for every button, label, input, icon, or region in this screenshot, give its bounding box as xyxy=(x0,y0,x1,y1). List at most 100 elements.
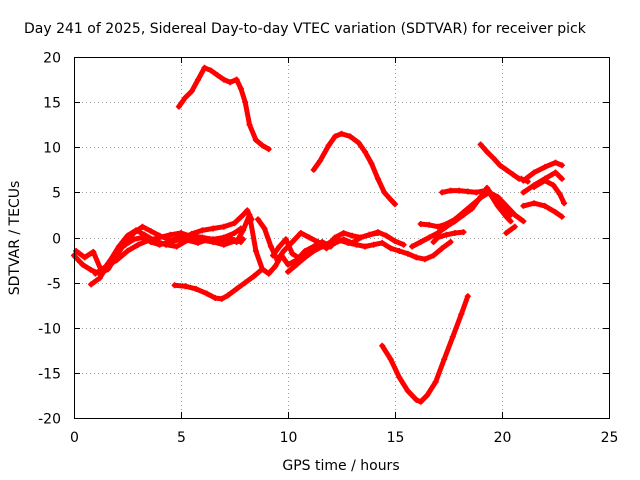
data-point xyxy=(456,187,463,194)
data-point xyxy=(469,202,475,208)
data-point xyxy=(432,378,439,385)
data-point xyxy=(400,241,407,248)
data-point xyxy=(265,146,272,153)
data-point xyxy=(426,221,433,228)
data-point xyxy=(507,211,514,218)
data-point xyxy=(381,189,388,196)
data-point xyxy=(430,239,437,245)
data-point xyxy=(272,263,279,270)
data-point xyxy=(325,142,332,149)
data-point xyxy=(460,229,467,236)
x-tick-label: 15 xyxy=(387,430,405,446)
data-point xyxy=(274,257,281,264)
data-point xyxy=(552,169,559,176)
data-point xyxy=(541,164,548,171)
data-point xyxy=(231,220,238,227)
data-point xyxy=(167,231,174,238)
data-point xyxy=(88,267,95,273)
y-tick-label: 0 xyxy=(52,232,61,248)
data-point xyxy=(306,234,313,241)
data-point xyxy=(240,211,247,218)
data-point xyxy=(561,200,568,207)
data-point xyxy=(496,202,503,209)
data-point xyxy=(195,76,202,83)
data-point xyxy=(124,248,131,254)
data-point xyxy=(259,266,266,273)
data-point xyxy=(218,295,225,302)
data-point xyxy=(396,374,403,381)
data-point xyxy=(490,193,497,200)
data-point xyxy=(188,233,195,240)
data-point xyxy=(141,231,148,238)
data-point xyxy=(201,64,208,71)
data-point xyxy=(220,76,227,83)
data-point xyxy=(259,142,266,149)
data-point xyxy=(355,139,362,146)
data-point xyxy=(404,250,411,257)
data-point xyxy=(267,243,274,250)
data-point xyxy=(464,188,471,195)
data-point xyxy=(460,209,467,216)
data-point xyxy=(231,230,238,236)
data-point xyxy=(184,237,191,244)
data-point xyxy=(282,236,289,243)
data-point xyxy=(366,231,373,238)
data-point xyxy=(156,234,163,241)
data-point xyxy=(182,283,189,290)
data-point xyxy=(188,88,195,95)
y-axis-label: SDTVAR / TECUs xyxy=(7,181,23,296)
series-track-1 xyxy=(176,65,272,152)
data-point xyxy=(113,257,120,264)
data-point xyxy=(374,175,381,182)
data-point xyxy=(88,281,95,288)
y-tick-label: 10 xyxy=(43,141,61,157)
data-point xyxy=(490,155,497,162)
data-point xyxy=(163,241,169,248)
data-point xyxy=(81,254,88,261)
data-point xyxy=(458,311,465,318)
data-point xyxy=(133,227,140,234)
data-point xyxy=(451,230,458,236)
data-point xyxy=(285,268,291,275)
data-point xyxy=(439,189,446,196)
data-point xyxy=(265,270,272,277)
data-point xyxy=(374,229,381,236)
data-point xyxy=(426,234,433,241)
data-point xyxy=(115,243,122,250)
data-point xyxy=(558,162,565,169)
data-point xyxy=(193,285,199,292)
data-point xyxy=(246,121,253,128)
y-tick-label: -10 xyxy=(38,322,61,338)
data-point xyxy=(210,239,217,245)
data-point xyxy=(227,79,234,86)
data-point xyxy=(558,213,565,220)
data-point xyxy=(246,211,253,218)
data-point xyxy=(484,148,490,155)
data-point xyxy=(531,184,538,190)
x-tick-label: 10 xyxy=(280,430,298,446)
data-point xyxy=(357,234,364,241)
data-point xyxy=(383,232,390,239)
data-point xyxy=(289,250,296,257)
data-point xyxy=(173,243,180,250)
data-point xyxy=(252,248,259,254)
data-point xyxy=(552,159,559,166)
chart-title: Day 241 of 2025, Sidereal Day-to-day VTE… xyxy=(24,21,587,37)
data-point xyxy=(96,275,103,282)
data-point xyxy=(175,103,182,110)
y-tick-label: 15 xyxy=(43,96,61,112)
x-tick-labels: 0 5 10 15 20 25 xyxy=(70,430,618,446)
y-tick-label: 5 xyxy=(52,186,61,202)
data-point xyxy=(327,239,334,245)
data-point xyxy=(387,245,394,252)
data-point xyxy=(473,189,480,196)
x-tick-label: 20 xyxy=(494,430,512,446)
data-point xyxy=(148,228,154,235)
data-point xyxy=(317,157,324,164)
data-point xyxy=(210,225,217,232)
data-point xyxy=(310,166,317,173)
data-point xyxy=(353,241,360,248)
y-tick-label: -5 xyxy=(47,277,61,293)
data-point xyxy=(255,216,261,223)
